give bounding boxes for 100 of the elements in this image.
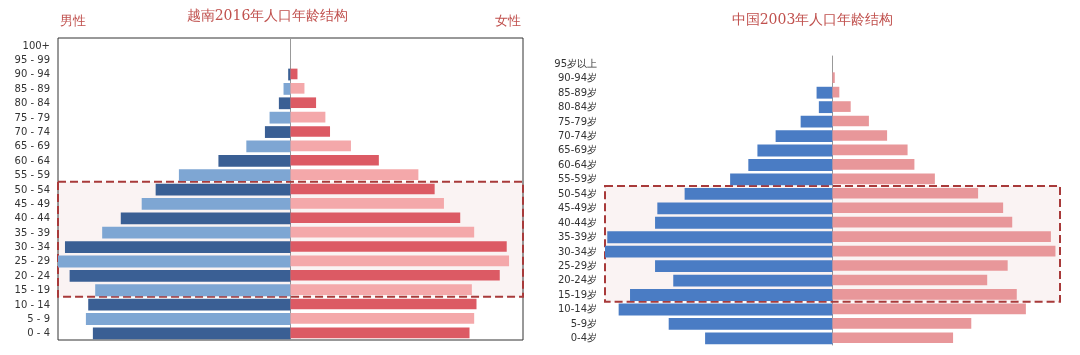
bar xyxy=(832,202,1004,214)
bar xyxy=(85,313,291,325)
y-tick-label: 80-84岁 xyxy=(557,101,597,113)
bar xyxy=(290,154,379,166)
bar xyxy=(88,298,291,311)
y-tick-label: 60 - 64 xyxy=(14,154,50,166)
bar xyxy=(655,260,833,273)
bar xyxy=(102,226,291,239)
y-tick-label: 90-94岁 xyxy=(557,72,597,84)
y-tick-label: 35-39岁 xyxy=(557,231,597,243)
bar xyxy=(818,101,833,114)
bar xyxy=(832,101,851,112)
bar xyxy=(775,130,833,142)
bar xyxy=(832,303,1026,315)
y-tick-label: 10 - 14 xyxy=(14,298,50,310)
y-tick-label: 30 - 34 xyxy=(14,241,50,253)
text: 女性 xyxy=(495,13,521,28)
y-tick-label: 55-59岁 xyxy=(557,173,597,185)
y-tick-label: 50-54岁 xyxy=(557,187,597,199)
bar xyxy=(800,115,833,128)
y-tick-label: 45-49岁 xyxy=(557,202,597,214)
y-tick-label: 90 - 94 xyxy=(14,68,50,80)
y-tick-label: 95岁以上 xyxy=(554,57,597,69)
y-tick-label: 5-9岁 xyxy=(570,317,597,329)
y-tick-label: 65-69岁 xyxy=(557,144,597,156)
bar xyxy=(218,154,291,167)
bar xyxy=(816,86,833,99)
y-tick-label: 15-19岁 xyxy=(557,288,597,300)
bar xyxy=(141,198,291,210)
y-tick-label: 75 - 79 xyxy=(14,111,50,123)
bar xyxy=(655,216,833,229)
bar xyxy=(290,198,444,209)
bar xyxy=(832,231,1051,242)
bar xyxy=(64,241,291,253)
bar xyxy=(832,159,915,170)
y-tick-label: 30-34岁 xyxy=(557,245,597,257)
bar xyxy=(832,289,1017,300)
y-tick-label: 25-29岁 xyxy=(557,260,597,272)
y-tick-label: 40 - 44 xyxy=(14,212,50,224)
bar xyxy=(283,83,291,95)
y-tick-label: 85-89岁 xyxy=(557,86,597,98)
bar xyxy=(290,269,500,281)
bar xyxy=(290,226,475,238)
bar xyxy=(290,255,510,267)
bar xyxy=(290,169,419,180)
y-tick-label: 70-74岁 xyxy=(557,129,597,141)
bar xyxy=(120,212,291,225)
y-tick-label: 95 - 99 xyxy=(14,54,50,66)
bar xyxy=(832,144,908,156)
bar xyxy=(832,216,1013,228)
bar xyxy=(657,202,833,215)
bar xyxy=(58,255,291,268)
chart-title: 中国2003年人口年龄结构 xyxy=(731,11,894,27)
y-tick-label: 35 - 39 xyxy=(14,226,50,238)
bar xyxy=(290,212,461,224)
bar xyxy=(290,298,477,310)
y-tick-label: 40-44岁 xyxy=(557,216,597,228)
y-tick-label: 50 - 54 xyxy=(14,183,50,195)
bar xyxy=(832,245,1056,257)
y-tick-label: 20 - 24 xyxy=(14,269,50,281)
bar xyxy=(730,173,833,186)
bar xyxy=(95,284,291,297)
bar xyxy=(269,111,291,124)
bar xyxy=(832,130,888,141)
y-tick-label: 70 - 74 xyxy=(14,125,50,137)
bar xyxy=(92,327,291,340)
bar xyxy=(246,140,291,153)
y-tick-label: 60-64岁 xyxy=(557,158,597,170)
bar xyxy=(832,317,972,329)
y-tick-label: 0-4岁 xyxy=(570,332,597,344)
bar xyxy=(290,313,475,324)
y-tick-label: 45 - 49 xyxy=(14,197,50,209)
bar xyxy=(684,187,833,200)
text: 男性 xyxy=(60,13,86,28)
bar xyxy=(832,173,935,185)
bar xyxy=(668,317,833,330)
bar xyxy=(290,284,472,295)
y-tick-label: 5 - 9 xyxy=(27,312,50,324)
bar xyxy=(673,274,833,287)
bar xyxy=(748,159,833,171)
bar xyxy=(618,303,833,316)
bar xyxy=(832,260,1008,271)
bar xyxy=(832,274,988,286)
chart-title: 越南2016年人口年龄结构 xyxy=(186,7,349,23)
y-tick-label: 0 - 4 xyxy=(27,327,50,339)
bar xyxy=(278,97,291,110)
bar xyxy=(290,327,470,339)
bar xyxy=(832,115,869,127)
bar xyxy=(264,126,291,138)
bar xyxy=(757,144,833,157)
bar xyxy=(630,289,833,301)
y-tick-label: 55 - 59 xyxy=(14,169,50,181)
bar xyxy=(290,83,305,94)
y-tick-label: 65 - 69 xyxy=(14,140,50,152)
bar xyxy=(290,111,326,123)
bar xyxy=(155,183,291,196)
y-tick-label: 75-79岁 xyxy=(557,115,597,127)
bar xyxy=(290,126,331,137)
bar xyxy=(832,332,954,344)
y-tick-label: 20-24岁 xyxy=(557,274,597,286)
